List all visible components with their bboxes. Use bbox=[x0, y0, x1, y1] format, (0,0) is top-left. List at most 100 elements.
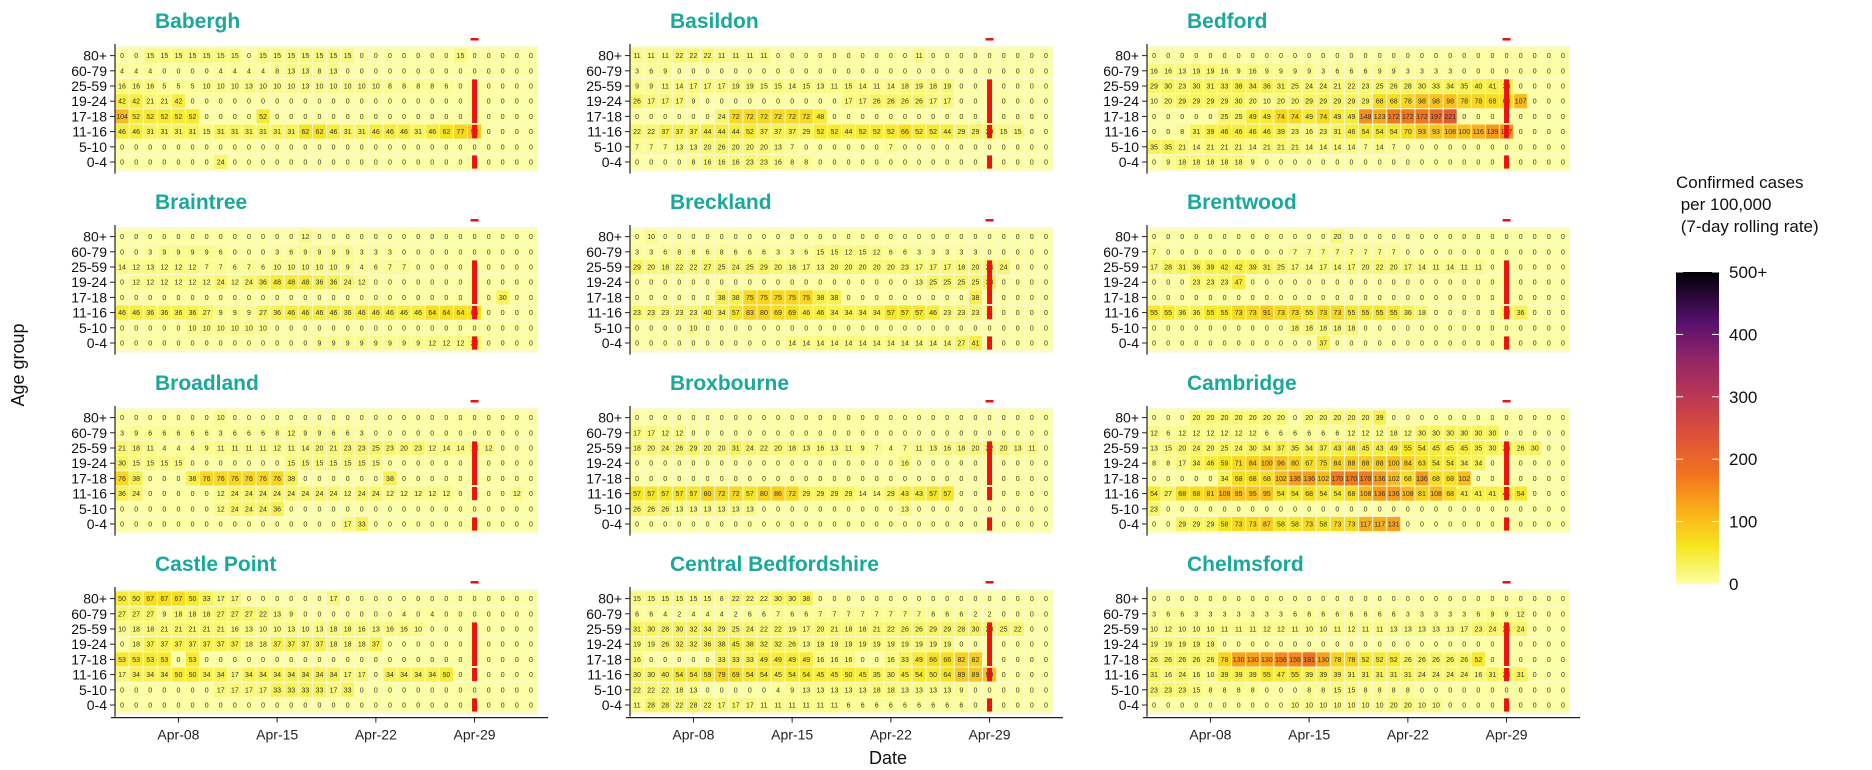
cell-value-label: 0 bbox=[289, 596, 293, 603]
cell-value-label: 0 bbox=[444, 114, 448, 121]
cell-value-label: 18 bbox=[146, 627, 154, 634]
cell-value-label: 0 bbox=[1166, 325, 1170, 332]
cell-value-label: 0 bbox=[1476, 114, 1480, 121]
cell-value-label: 0 bbox=[346, 506, 350, 513]
cell-value-label: 0 bbox=[734, 68, 738, 75]
cell-value-label: 34 bbox=[273, 672, 281, 679]
heatmap-cell bbox=[383, 139, 397, 154]
cell-value-label: 18 bbox=[1178, 160, 1186, 167]
cell-value-label: 0 bbox=[889, 68, 893, 75]
cell-value-label: 0 bbox=[1016, 265, 1020, 272]
cell-value-label: 0 bbox=[804, 234, 808, 241]
cell-value-label: 13 bbox=[816, 84, 824, 91]
cell-value-label: 18 bbox=[788, 265, 796, 272]
heatmap-cell bbox=[482, 78, 496, 94]
cell-value-label: 34 bbox=[316, 672, 324, 679]
cell-value-label: 0 bbox=[501, 522, 505, 529]
cell-value-label: 11 bbox=[1432, 265, 1439, 272]
cell-value-label: 0 bbox=[487, 295, 491, 302]
cell-value-label: 0 bbox=[1030, 144, 1034, 151]
cell-value-label: 0 bbox=[945, 415, 949, 422]
cell-value-label: 0 bbox=[501, 627, 505, 634]
cell-value-label: 27 bbox=[231, 611, 239, 618]
cell-value-label: 0 bbox=[1265, 325, 1269, 332]
cell-value-label: 0 bbox=[515, 611, 519, 618]
cell-value-label: 0 bbox=[487, 506, 491, 513]
cell-value-label: 6 bbox=[1335, 68, 1339, 75]
heatmap-cell bbox=[171, 78, 185, 94]
cell-value-label: 0 bbox=[219, 703, 223, 710]
cell-value-label: 0 bbox=[1044, 491, 1048, 498]
age-group-label: 0-4 bbox=[1119, 335, 1139, 351]
heatmap-cell bbox=[200, 139, 214, 154]
cell-value-label: 0 bbox=[720, 99, 724, 106]
cell-value-label: 0 bbox=[374, 596, 378, 603]
cell-value-label: 0 bbox=[1547, 446, 1551, 453]
heatmap-cell bbox=[115, 78, 129, 94]
cell-value-label: 0 bbox=[1533, 461, 1537, 468]
cell-value-label: 0 bbox=[889, 114, 893, 121]
cell-value-label: 9 bbox=[346, 265, 350, 272]
cell-value-label: 0 bbox=[804, 506, 808, 513]
cell-value-label: 0 bbox=[706, 325, 710, 332]
cell-value-label: 10 bbox=[189, 325, 197, 332]
cell-value-label: 0 bbox=[458, 476, 462, 483]
cell-value-label: 0 bbox=[148, 687, 152, 694]
cell-value-label: 0 bbox=[804, 461, 808, 468]
heatmap-cell bbox=[242, 78, 256, 94]
cell-value-label: 0 bbox=[458, 627, 462, 634]
cell-value-label: 0 bbox=[261, 522, 265, 529]
cell-value-label: 0 bbox=[875, 280, 879, 287]
cell-value-label: 81 bbox=[1418, 491, 1426, 498]
cell-value-label: 55 bbox=[1164, 310, 1172, 317]
cell-value-label: 0 bbox=[487, 415, 491, 422]
cell-value-label: 0 bbox=[973, 99, 977, 106]
cell-value-label: 0 bbox=[748, 280, 752, 287]
cell-value-label: 0 bbox=[247, 234, 251, 241]
cell-value-label: 0 bbox=[818, 160, 822, 167]
cell-value-label: 14 bbox=[788, 341, 796, 348]
marker-dash bbox=[1502, 38, 1511, 41]
cell-value-label: 15 bbox=[330, 53, 338, 60]
cell-value-label: 0 bbox=[1490, 310, 1494, 317]
cell-value-label: 74 bbox=[1319, 114, 1327, 121]
cell-value-label: 0 bbox=[1030, 506, 1034, 513]
cell-value-label: 86 bbox=[774, 491, 782, 498]
cell-value-label: 0 bbox=[691, 415, 695, 422]
age-group-label: 25-59 bbox=[1103, 440, 1139, 456]
cell-value-label: 0 bbox=[1547, 160, 1551, 167]
cell-value-label: 15 bbox=[160, 461, 168, 468]
cell-value-label: 43 bbox=[1333, 446, 1341, 453]
cell-value-label: 0 bbox=[973, 114, 977, 121]
cell-value-label: 4 bbox=[162, 446, 166, 453]
cell-value-label: 0 bbox=[487, 522, 491, 529]
cell-value-label: 0 bbox=[162, 522, 166, 529]
cell-value-label: 15 bbox=[301, 53, 309, 60]
cell-value-label: 0 bbox=[176, 325, 180, 332]
cell-value-label: 17 bbox=[647, 430, 655, 437]
cell-value-label: 9 bbox=[176, 249, 180, 256]
cell-value-label: 0 bbox=[430, 430, 434, 437]
cell-value-label: 17 bbox=[217, 687, 225, 694]
cell-value-label: 0 bbox=[945, 144, 949, 151]
cell-value-label: 10 bbox=[217, 84, 225, 91]
cell-value-label: 17 bbox=[859, 99, 867, 106]
cell-value-label: 0 bbox=[959, 234, 963, 241]
cell-value-label: 7 bbox=[889, 144, 893, 151]
cell-value-label: 0 bbox=[444, 430, 448, 437]
cell-value-label: 23 bbox=[1319, 129, 1327, 136]
cell-value-label: 34 bbox=[259, 672, 267, 679]
cell-value-label: 54 bbox=[1517, 491, 1525, 498]
cell-value-label: 0 bbox=[875, 461, 879, 468]
cell-value-label: 76 bbox=[245, 476, 253, 483]
cell-value-label: 0 bbox=[275, 596, 279, 603]
cell-value-label: 0 bbox=[176, 295, 180, 302]
cell-value-label: 0 bbox=[734, 430, 738, 437]
cell-value-label: 21 bbox=[160, 627, 168, 634]
cell-value-label: 0 bbox=[776, 99, 780, 106]
cell-value-label: 0 bbox=[1462, 325, 1466, 332]
cell-value-label: 0 bbox=[1462, 295, 1466, 302]
cell-value-label: 14 bbox=[118, 265, 126, 272]
cell-value-label: 0 bbox=[917, 415, 921, 422]
cell-value-label: 0 bbox=[176, 687, 180, 694]
